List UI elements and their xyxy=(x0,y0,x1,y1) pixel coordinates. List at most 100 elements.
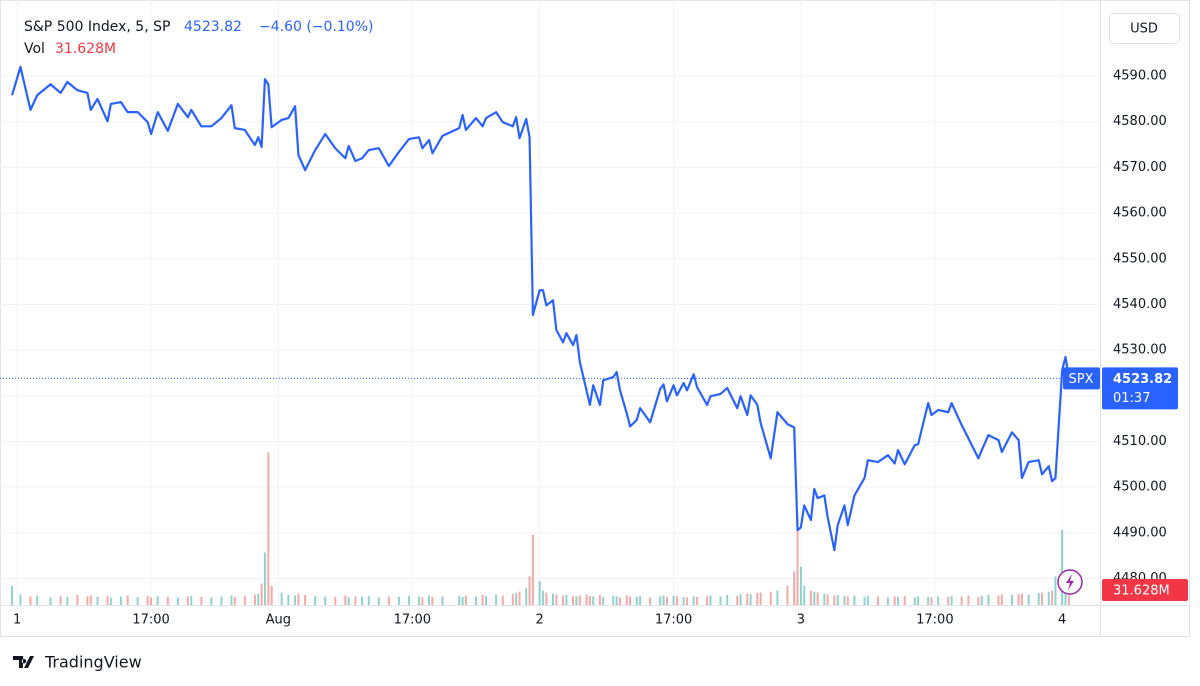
currency-label[interactable]: USD xyxy=(1130,22,1158,37)
volume-bar xyxy=(150,597,153,605)
volume-bar xyxy=(866,595,869,605)
volume-bar xyxy=(263,552,266,605)
volume-bar xyxy=(575,596,578,605)
volume-bar xyxy=(1047,591,1050,605)
volume-bar xyxy=(418,596,421,605)
y-tick-label: 4490.00 xyxy=(1113,525,1167,540)
volume-bar xyxy=(270,585,273,605)
volume-bar xyxy=(950,595,953,605)
volume-bar xyxy=(726,594,729,605)
volume-bar xyxy=(76,594,79,605)
y-tick-label: 4510.00 xyxy=(1113,434,1167,449)
volume-bar xyxy=(719,596,722,605)
legend-volume-title: Vol xyxy=(24,41,45,57)
volume-bar xyxy=(253,594,256,605)
volume-bar xyxy=(635,596,638,605)
volume-bar xyxy=(803,585,806,605)
volume-bar xyxy=(786,585,789,605)
volume-bar xyxy=(793,571,796,605)
currency-button[interactable] xyxy=(1109,13,1180,44)
volume-bar xyxy=(893,596,896,605)
y-tick-label: 4570.00 xyxy=(1113,160,1167,175)
volume-bar xyxy=(186,596,189,605)
volume-bar xyxy=(823,593,826,605)
volume-badge xyxy=(1102,579,1188,601)
volume-bar xyxy=(407,595,410,605)
volume-bar xyxy=(1051,590,1054,605)
x-tick-label: 17:00 xyxy=(394,613,431,628)
volume-bar xyxy=(736,595,739,605)
volume-bar xyxy=(649,597,652,605)
volume-bar xyxy=(220,596,223,605)
volume-bar xyxy=(126,595,129,605)
volume-bar xyxy=(431,596,434,605)
volume-bar xyxy=(156,596,159,605)
volume-bar xyxy=(903,595,906,605)
volume-pane xyxy=(11,452,1070,605)
volume-bar xyxy=(495,594,498,605)
volume-bar xyxy=(525,588,528,605)
x-tick-label: 1 xyxy=(13,613,21,628)
volume-bar xyxy=(662,595,665,605)
last-price-label: 4523.82 xyxy=(1113,372,1172,387)
volume-bar xyxy=(481,594,484,605)
volume-bar xyxy=(260,583,263,605)
logo-text: TradingView xyxy=(44,653,142,672)
volume-bar xyxy=(692,596,695,605)
volume-bar xyxy=(1067,589,1070,605)
volume-bar xyxy=(136,596,139,605)
volume-bar xyxy=(592,596,595,605)
volume-bar xyxy=(987,594,990,605)
volume-bar xyxy=(344,595,347,605)
volume-bar xyxy=(833,595,836,605)
volume-bar xyxy=(538,581,541,605)
volume-bar xyxy=(588,595,591,605)
volume-bar xyxy=(324,596,327,605)
volume-bar xyxy=(511,594,514,605)
volume-bar xyxy=(287,594,290,605)
legend-volume-value: 31.628M xyxy=(55,41,116,57)
legend-change: −4.60 (−0.10%) xyxy=(259,19,373,35)
volume-bar xyxy=(458,595,461,605)
price-pane xyxy=(0,65,1100,552)
logo-icon xyxy=(13,656,34,668)
x-tick-label: 17:00 xyxy=(916,613,953,628)
volume-bar xyxy=(1037,593,1040,605)
volume-bar xyxy=(89,595,92,605)
x-tick-label: 17:00 xyxy=(132,613,169,628)
volume-bar xyxy=(927,596,930,605)
volume-bar xyxy=(682,596,685,605)
x-tick-label: 4 xyxy=(1058,613,1066,628)
volume-bar xyxy=(109,597,112,605)
volume-bar xyxy=(937,596,940,605)
x-tick-label: 17:00 xyxy=(655,613,692,628)
volume-bar xyxy=(756,593,759,605)
volume-bar xyxy=(377,597,380,605)
x-tick-label: 2 xyxy=(535,613,543,628)
volume-bar xyxy=(615,596,618,605)
y-tick-label: 4590.00 xyxy=(1113,69,1167,84)
volume-bar xyxy=(1017,594,1020,605)
volume-bar xyxy=(1010,594,1013,605)
volume-bar xyxy=(917,596,920,605)
volume-bar xyxy=(612,595,615,605)
volume-bar xyxy=(66,596,69,605)
volume-bar xyxy=(602,596,605,605)
volume-bar xyxy=(59,595,62,605)
x-tick-label: 3 xyxy=(797,613,805,628)
volume-bar xyxy=(1027,594,1030,605)
volume-bar xyxy=(709,595,712,605)
volume-bar xyxy=(853,595,856,605)
y-tick-label: 4540.00 xyxy=(1113,297,1167,312)
volume-bar xyxy=(200,596,203,605)
volume-bar xyxy=(485,595,488,605)
volume-bar xyxy=(826,594,829,605)
volume-bar xyxy=(464,595,467,605)
y-tick-label: 4580.00 xyxy=(1113,114,1167,129)
volume-bar xyxy=(997,595,1000,605)
volume-bar xyxy=(585,594,588,605)
countdown-label: 01:37 xyxy=(1113,391,1150,406)
volume-bar xyxy=(361,596,364,605)
volume-bar xyxy=(106,595,109,605)
volume-bar xyxy=(930,597,933,605)
